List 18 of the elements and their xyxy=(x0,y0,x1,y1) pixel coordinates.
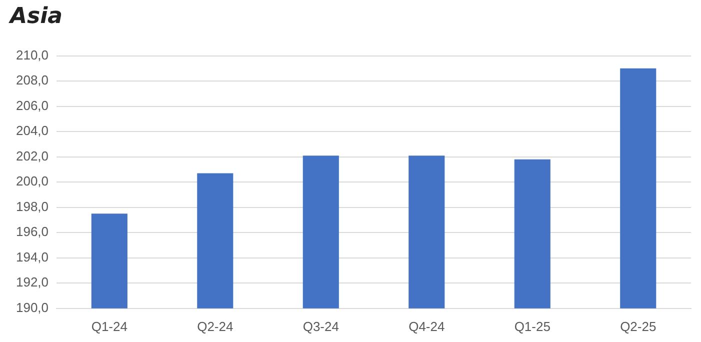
y-tick-label: 206,0 xyxy=(16,98,49,113)
y-tick-label: 190,0 xyxy=(16,300,49,315)
x-tick-label: Q2-25 xyxy=(620,318,656,334)
y-tick-label: 198,0 xyxy=(16,198,49,214)
y-tick-label: 202,0 xyxy=(16,148,49,164)
x-tick-label: Q2-24 xyxy=(197,318,234,334)
x-tick-label: Q3-24 xyxy=(302,318,339,334)
y-tick-label: 204,0 xyxy=(16,123,49,138)
y-tick-label: 208,0 xyxy=(16,72,49,88)
x-tick-label: Q1-24 xyxy=(91,318,128,334)
y-tick-label: 200,0 xyxy=(16,174,49,189)
y-tick-label: 194,0 xyxy=(16,249,49,264)
x-tick-label: Q4-24 xyxy=(408,318,445,334)
y-tick-label: 210,0 xyxy=(16,47,49,62)
x-tick-label: Q1-25 xyxy=(514,318,550,334)
y-tick-label: 196,0 xyxy=(16,224,49,240)
y-tick-label: 192,0 xyxy=(16,274,49,290)
chart-title: Asia xyxy=(10,4,63,29)
